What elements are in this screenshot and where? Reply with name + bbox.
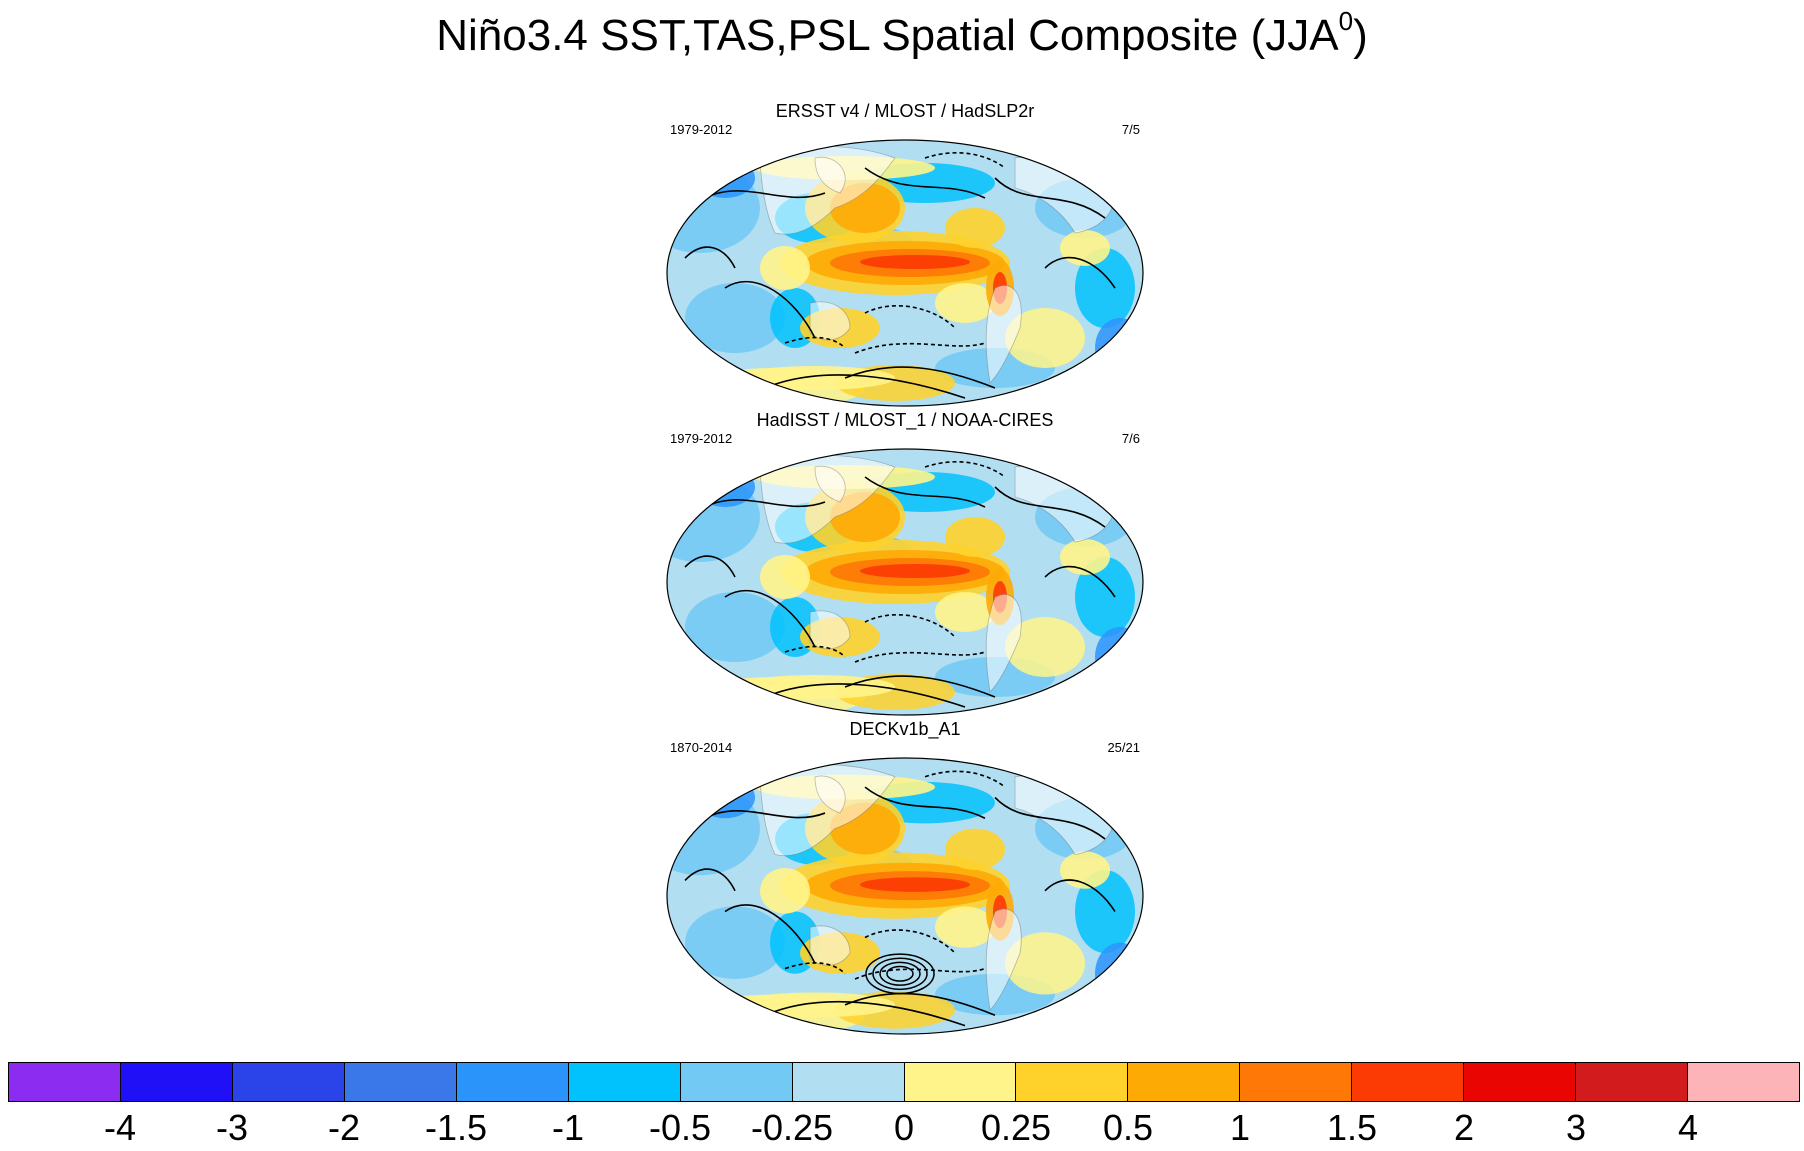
colorbar-box — [344, 1063, 457, 1101]
chart-title-text: Niño3.4 SST,TAS,PSL Spatial Composite (J… — [436, 11, 1339, 60]
colorbar-tick-label: 0 — [893, 1107, 915, 1148]
map-plot — [666, 139, 1144, 407]
colorbar-tick-label: -2 — [327, 1107, 361, 1148]
colorbar — [8, 1062, 1800, 1102]
colorbar-tick-label: 2 — [1453, 1107, 1475, 1148]
panel-title: DECKv1b_A1 — [849, 719, 961, 739]
colorbar-box — [1240, 1063, 1353, 1101]
colorbar-tick-label: 0.25 — [980, 1107, 1052, 1148]
colorbar-tick-label: -1.5 — [424, 1107, 488, 1148]
chart-title-suffix: ) — [1353, 11, 1368, 60]
panel-count-label: 7/5 — [1121, 122, 1140, 137]
panel-count-label: 7/6 — [1121, 431, 1140, 446]
panel-period-label: 1979-2012 — [670, 122, 733, 137]
colorbar-tick-label: -0.5 — [648, 1107, 712, 1148]
colorbar-labels: -4 -3 -2 -1.5 -1 -0.5 -0.25 0 0.25 0.5 1 1.5 2 3 4 — [8, 1108, 1800, 1148]
colorbar-box — [9, 1063, 121, 1101]
panel-title: ERSST v4 / MLOST / HadSLP2r — [775, 101, 1035, 121]
map-plot — [666, 757, 1144, 1035]
panel-period-label: 1979-2012 — [670, 431, 733, 446]
colorbar-box — [568, 1063, 681, 1101]
colorbar-tick-label: 4 — [1677, 1107, 1699, 1148]
map-plot — [666, 448, 1144, 716]
colorbar-tick-label: -4 — [103, 1107, 137, 1148]
colorbar-tick-label: -1 — [551, 1107, 585, 1148]
panel-title: HadISST / MLOST_1 / NOAA-CIRES — [756, 410, 1054, 430]
colorbar-box — [1128, 1063, 1241, 1101]
colorbar-box — [232, 1063, 345, 1101]
colorbar-box — [120, 1063, 233, 1101]
colorbar-box — [1016, 1063, 1129, 1101]
colorbar-tick-label: 3 — [1565, 1107, 1587, 1148]
colorbar-tick-label: 0.5 — [1102, 1107, 1154, 1148]
colorbar-box — [1688, 1063, 1799, 1101]
colorbar-box — [904, 1063, 1017, 1101]
map-panel-3: DECKv1b_A1 1870-2014 25/21 — [660, 716, 1150, 1036]
colorbar-box — [680, 1063, 793, 1101]
colorbar-box — [456, 1063, 569, 1101]
colorbar-box — [1576, 1063, 1689, 1101]
colorbar-tick-label: 1 — [1229, 1107, 1251, 1148]
panel-period-label: 1870-2014 — [670, 740, 733, 755]
map-panel-2: HadISST / MLOST_1 / NOAA-CIRES 1979-2012… — [660, 407, 1150, 717]
colorbar-tick-label: -0.25 — [750, 1107, 834, 1148]
colorbar-box — [1352, 1063, 1465, 1101]
chart-title: Niño3.4 SST,TAS,PSL Spatial Composite (J… — [0, 8, 1804, 64]
chart-title-superscript: 0 — [1338, 6, 1354, 37]
colorbar-box — [1464, 1063, 1577, 1101]
colorbar-box — [792, 1063, 905, 1101]
colorbar-tick-label: -3 — [215, 1107, 249, 1148]
map-panel-1: ERSST v4 / MLOST / HadSLP2r 1979-2012 7/… — [660, 98, 1150, 408]
panel-count-label: 25/21 — [1107, 740, 1140, 755]
colorbar-tick-label: 1.5 — [1326, 1107, 1378, 1148]
